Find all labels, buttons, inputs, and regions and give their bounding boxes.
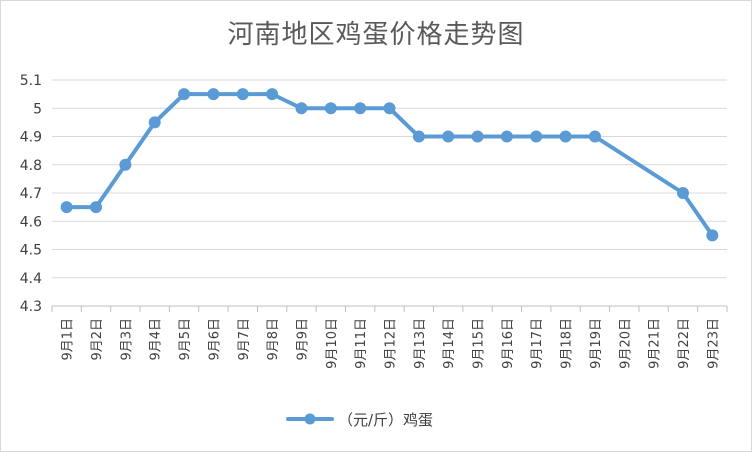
y-tick-label: 4.8 [20,158,42,174]
y-tick-label: 4.4 [20,271,42,287]
series-layer [60,88,719,242]
data-point [207,88,220,101]
data-point [266,88,279,101]
x-tick-label: 9月14日 [442,318,457,369]
y-tick-label: 4.3 [20,299,42,315]
y-tick-label: 4.9 [20,130,42,146]
data-point [530,130,543,143]
data-point [354,102,367,115]
chart-title: 河南地区鸡蛋价格走势图 [227,20,525,50]
legend-marker [304,413,316,425]
data-point [676,187,689,199]
x-tick-label: 9月12日 [384,318,399,369]
x-tick-label: 9月5日 [178,318,193,361]
x-tick-label: 9月17日 [530,318,545,369]
x-tick-label: 9月21日 [648,318,663,369]
data-point [178,88,191,101]
y-tick-label: 5 [33,101,42,117]
x-tick-label: 9月2日 [90,318,105,361]
data-point [324,102,337,115]
x-tick-label: 9月11日 [354,318,369,369]
x-axis [51,305,728,312]
legend-label: （元/斤）鸡蛋 [338,411,433,429]
x-tick-label: 9月20日 [618,318,633,369]
data-point [236,88,249,101]
data-point [706,229,719,242]
x-tick-label: 9月3日 [119,318,134,361]
x-tick-label: 9月4日 [149,318,164,361]
x-tick-label: 9月18日 [560,318,575,369]
data-point [90,201,103,214]
x-tick-label: 9月16日 [501,318,516,369]
x-tick-labels: 9月1日 9月2日 9月3日 9月4日 9月5日 9月6日 9月7日 9月8日 9月9日 9月10… [61,318,722,369]
x-tick-label: 9月8日 [266,318,281,361]
data-point [148,116,161,129]
y-tick-label: 4.5 [20,243,42,259]
data-point [383,102,396,115]
x-tick-label: 9月7日 [237,318,252,361]
x-tick-label: 9月1日 [61,318,76,361]
x-tick-label: 9月10日 [325,318,340,369]
data-point [471,130,484,143]
y-tick-labels: 4.3 4.4 4.5 4.6 4.7 4.8 4.9 5 5.1 [20,73,42,315]
data-point [588,130,601,143]
x-tick-label: 9月19日 [589,318,604,369]
x-tick-label: 9月9日 [295,318,310,361]
data-point [500,130,513,143]
data-point [442,130,455,143]
data-point [559,130,572,143]
x-tick-label: 9月23日 [706,318,721,369]
data-point [412,130,425,143]
legend: （元/斤）鸡蛋 [286,411,433,429]
y-tick-label: 5.1 [20,73,42,89]
x-tick-label: 9月6日 [207,318,222,361]
x-tick-label: 9月13日 [413,318,428,369]
data-point [119,158,132,171]
x-tick-label: 9月15日 [472,318,487,369]
y-tick-label: 4.7 [20,186,42,202]
x-tick-label: 9月22日 [677,318,692,369]
data-point [60,201,73,214]
data-point [295,102,308,115]
y-tick-label: 4.6 [20,214,42,230]
